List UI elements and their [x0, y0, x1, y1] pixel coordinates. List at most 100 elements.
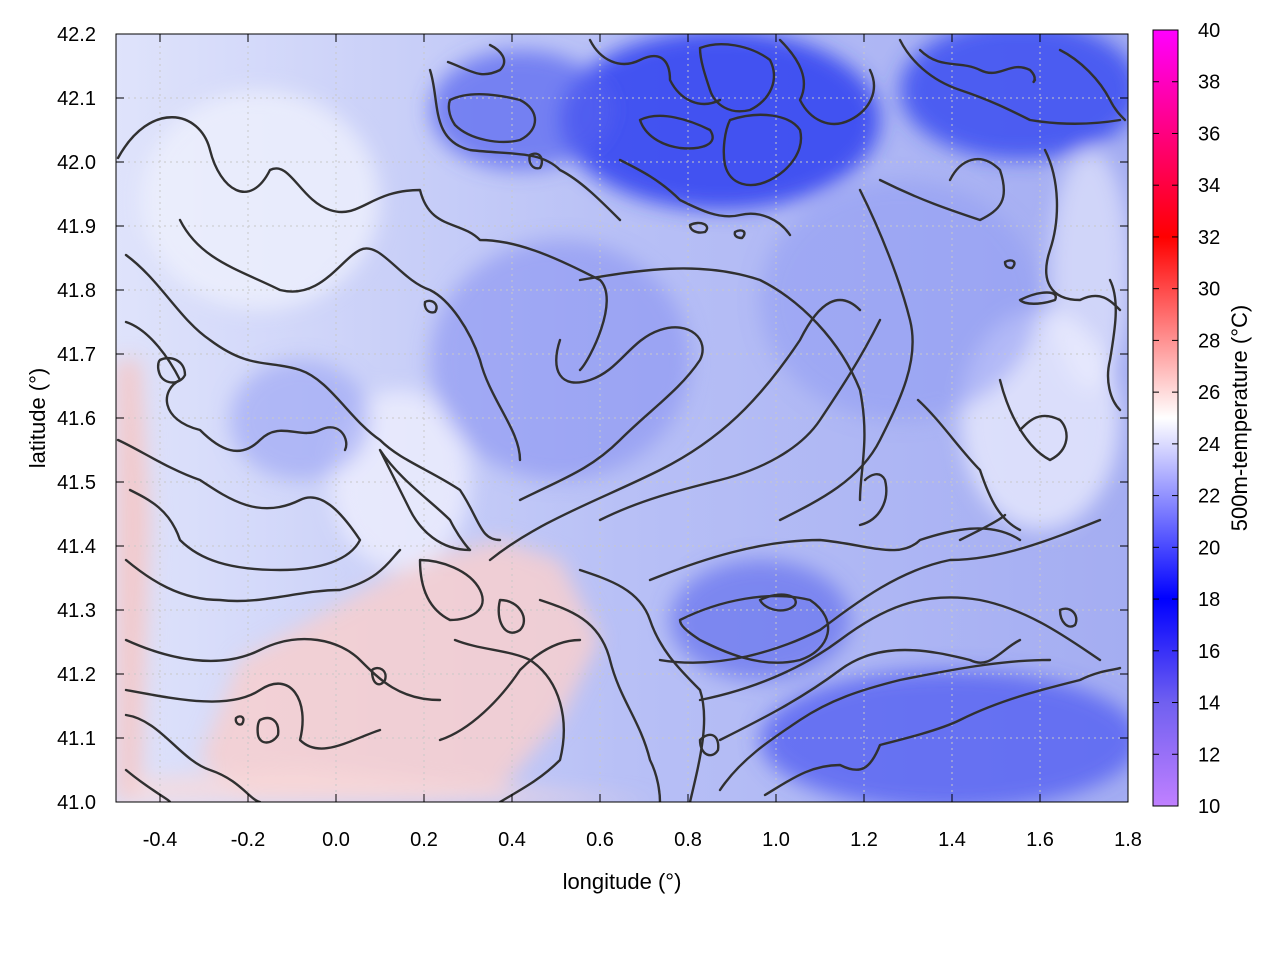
- y-tick-label: 41.9: [57, 216, 96, 238]
- contour-line: [446, 43, 506, 76]
- contour-line: [898, 38, 1122, 125]
- y-tick-label: 42.1: [57, 88, 96, 110]
- x-axis-title: longitude (°): [563, 869, 682, 894]
- colorbar-tick-label: 38: [1198, 72, 1220, 94]
- contour-line: [116, 116, 608, 372]
- contour-line: [858, 473, 888, 527]
- contour-line: [234, 715, 245, 726]
- colorbar-tick-label: 18: [1198, 589, 1220, 611]
- contour-line: [518, 326, 704, 502]
- colorbar-tick-label: 24: [1198, 434, 1220, 456]
- grid-lines: [116, 34, 1128, 802]
- colorbar-tick-label: 12: [1198, 744, 1220, 766]
- contour-line: [124, 548, 402, 603]
- colorbar-tick-label: 40: [1198, 20, 1220, 42]
- contour-line: [678, 594, 830, 664]
- contour-line: [447, 93, 537, 144]
- y-axis: 41.0 41.1 41.2 41.3 41.4 41.5 41.6 41.7 41.8 41.9…: [57, 24, 1128, 814]
- y-tick-label: 41.7: [57, 344, 96, 366]
- contour-line: [763, 666, 1122, 797]
- colorbar-tick-label: 16: [1198, 641, 1220, 663]
- contour-line: [497, 598, 526, 634]
- y-axis-title: latitude (°): [25, 368, 50, 469]
- x-tick-label: 1.0: [762, 829, 790, 851]
- contour-line: [598, 318, 882, 522]
- colorbar-tick-label: 14: [1198, 693, 1220, 715]
- x-tick-label: -0.2: [231, 829, 265, 851]
- x-tick-label: 1.6: [1026, 829, 1054, 851]
- contour-line: [178, 218, 522, 462]
- contour-line: [722, 113, 803, 187]
- contour-line: [124, 320, 348, 452]
- temperature-heatmap: [116, 34, 1128, 802]
- contour-line: [423, 299, 438, 314]
- x-tick-label: 0.8: [674, 829, 702, 851]
- colorbar-tick-label: 28: [1198, 330, 1220, 352]
- contour-line: [124, 253, 502, 542]
- x-tick-label: 0.6: [586, 829, 614, 851]
- contour-line: [124, 713, 262, 802]
- contour-line: [878, 158, 1006, 222]
- contour-line: [718, 658, 1052, 792]
- contour-line: [578, 267, 866, 502]
- contour-line: [778, 188, 914, 522]
- contour-line: [918, 48, 1037, 84]
- contour-line: [1106, 278, 1122, 412]
- contour-line: [453, 638, 565, 802]
- colorbar-tick-label: 34: [1198, 175, 1220, 197]
- contour-line: [488, 298, 862, 562]
- contour-line: [688, 221, 709, 234]
- y-tick-label: 41.5: [57, 472, 96, 494]
- contour-line: [1058, 607, 1078, 628]
- contour-line: [658, 518, 1102, 664]
- contour-line: [256, 716, 280, 744]
- y-tick-label: 41.6: [57, 408, 96, 430]
- contour-line: [648, 527, 1022, 582]
- contour-line: [428, 68, 622, 222]
- x-tick-label: -0.4: [143, 829, 177, 851]
- contour-line: [156, 356, 187, 384]
- contour-line: [1018, 291, 1057, 305]
- contour-line: [528, 152, 544, 170]
- colorbar-tick-label: 26: [1198, 382, 1220, 404]
- contour-line: [538, 598, 662, 802]
- contour-line: [1043, 148, 1122, 312]
- y-tick-label: 41.1: [57, 728, 96, 750]
- contour-line: [758, 593, 797, 612]
- contour-line: [698, 733, 720, 757]
- colorbar-tick-label: 36: [1198, 123, 1220, 145]
- y-tick-label: 41.2: [57, 664, 96, 686]
- y-tick-label: 41.0: [57, 792, 96, 814]
- colorbar-axis: 10 12 14 16 18 20 22 24 26 28 30 32 34 36 38 40: [1153, 20, 1220, 818]
- colorbar-title: 500m-temperature (°C): [1227, 305, 1252, 531]
- contour-line: [124, 768, 172, 802]
- y-tick-label: 42.0: [57, 152, 96, 174]
- contour-line: [116, 438, 362, 572]
- colorbar-tick-label: 10: [1198, 796, 1220, 818]
- y-tick-label: 41.8: [57, 280, 96, 302]
- colorbar-tick-label: 20: [1198, 537, 1220, 559]
- contour-line: [438, 638, 582, 742]
- y-tick-label: 42.2: [57, 24, 96, 46]
- colorbar: [1152, 29, 1179, 807]
- x-tick-label: 0.0: [322, 829, 350, 851]
- contour-line: [418, 558, 484, 622]
- x-tick-label: 1.8: [1114, 829, 1142, 851]
- x-tick-label: 1.4: [938, 829, 966, 851]
- x-tick-label: 0.2: [410, 829, 438, 851]
- contour-line: [698, 43, 776, 113]
- topographic-contours: [116, 38, 1127, 802]
- contour-line: [638, 114, 714, 150]
- contour-line: [698, 596, 1102, 702]
- contour-line: [618, 158, 792, 237]
- contour-line: [378, 448, 472, 552]
- colorbar-tick-label: 30: [1198, 279, 1220, 301]
- colorbar-tick-label: 32: [1198, 227, 1220, 249]
- contour-line: [958, 513, 1007, 542]
- contour-line: [1058, 48, 1127, 122]
- contour-line: [370, 666, 387, 686]
- contour-line: [778, 38, 876, 126]
- contour-line: [718, 638, 1022, 742]
- contour-line: [916, 398, 1022, 532]
